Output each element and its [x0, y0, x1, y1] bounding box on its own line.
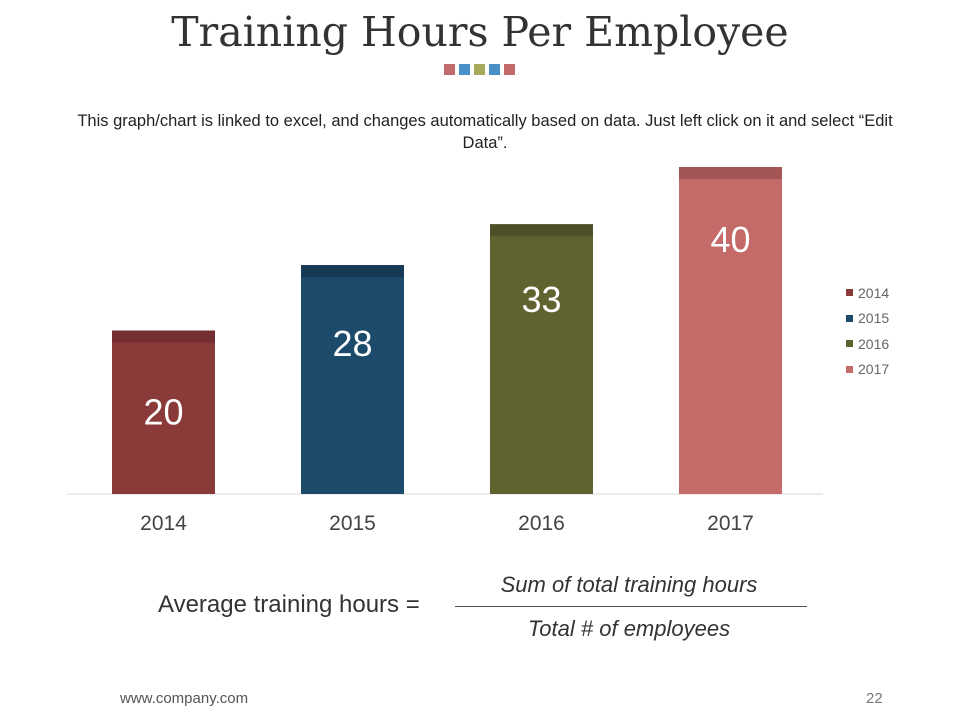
formula-denominator: Total # of employees [527, 616, 731, 641]
accent-dot [474, 64, 485, 75]
legend-label: 2017 [858, 361, 890, 378]
data-label-2017: 40 [710, 219, 750, 260]
bar-2014[interactable] [112, 330, 215, 495]
data-label-2015: 28 [332, 323, 372, 364]
title-accent-dots [444, 64, 515, 75]
chart-description: This graph/chart is linked to excel, and… [77, 112, 893, 152]
chart-legend: 2014 2015 2016 2017 [846, 280, 889, 382]
bar-cap-2015 [301, 265, 404, 278]
legend-item-2017[interactable]: 2017 [846, 357, 889, 383]
formula-fraction-line [455, 606, 807, 607]
data-label-2014: 20 [143, 392, 183, 433]
bar-cap-2014 [112, 330, 215, 343]
footer-url[interactable]: www.company.com [120, 690, 249, 707]
x-tick-label-2014: 2014 [140, 512, 187, 535]
accent-dot [444, 64, 455, 75]
legend-swatch [846, 289, 853, 297]
bar-chart[interactable]: 20 2014 28 2015 33 2016 40 2017 [0, 0, 960, 560]
legend-item-2014[interactable]: 2014 [846, 280, 889, 306]
legend-label: 2015 [858, 310, 890, 327]
legend-label: 2014 [858, 284, 890, 301]
x-tick-label-2016: 2016 [518, 512, 565, 535]
formula-label: Average training hours = [158, 591, 420, 618]
legend-item-2015[interactable]: 2015 [846, 306, 889, 332]
legend-swatch [846, 314, 853, 322]
legend-item-2016[interactable]: 2016 [846, 331, 889, 357]
accent-dot [459, 64, 470, 75]
x-tick-label-2015: 2015 [329, 512, 376, 535]
bar-2016[interactable] [490, 224, 593, 494]
legend-swatch [846, 365, 853, 373]
bar-cap-2016 [490, 224, 593, 237]
x-tick-label-2017: 2017 [707, 512, 754, 535]
slide-title: Training Hours Per Employee [171, 8, 789, 56]
accent-dot [489, 64, 500, 75]
accent-dot [504, 64, 515, 75]
bar-2015[interactable] [301, 265, 404, 494]
bar-2017[interactable] [679, 167, 782, 494]
legend-label: 2016 [858, 335, 890, 352]
page-number: 22 [866, 690, 883, 707]
formula-numerator: Sum of total training hours [500, 572, 758, 597]
data-label-2016: 33 [521, 279, 561, 320]
legend-swatch [846, 340, 853, 348]
bar-cap-2017 [679, 167, 782, 179]
